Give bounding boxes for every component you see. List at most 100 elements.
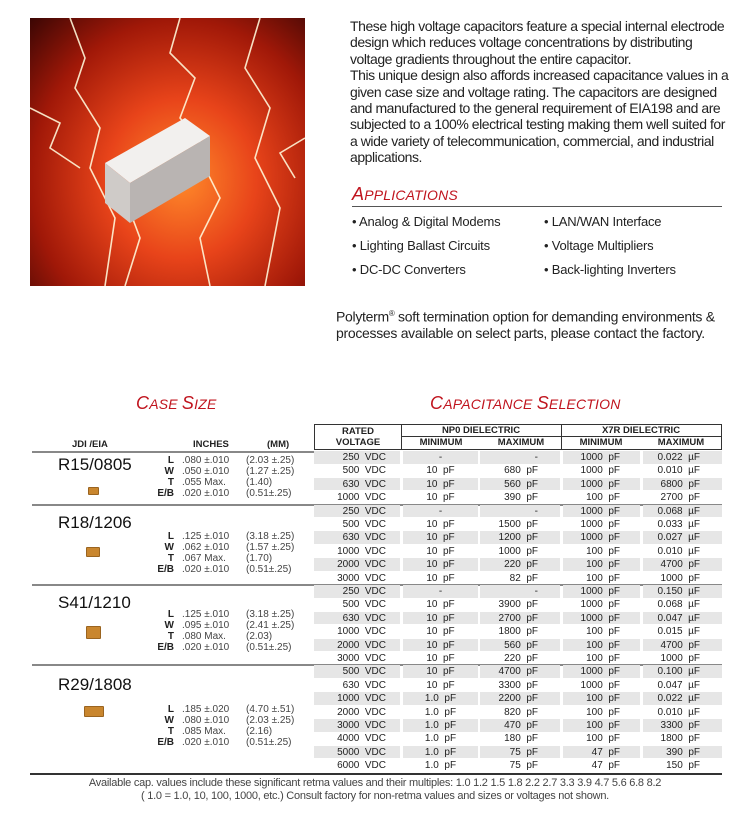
np0-min-cell: 10 pF [426,492,455,504]
table-row: 250 VDC - -1000 pF 0.022 µF [314,451,722,464]
np0-max-cell: 220 pF [480,558,560,571]
x7r-max-cell: 0.010 µF [657,545,700,557]
dimension-label: E/B [157,737,174,749]
np0-max-cell: 3300 pF [498,679,538,691]
dimension-row: L .185 ±.020 (4.70 ±.51) [150,704,294,716]
right-column: These high voltage capacitors feature a … [336,18,736,342]
chip-size-icon [86,626,101,639]
x7r-min-cell: 1000 pF [580,679,620,691]
dimension-mm: (2.03 ±.25) [246,455,295,466]
dimension-row: T .055 Max. (1.40) [150,477,272,488]
x7r-max-cell: 1000 pF [660,653,700,664]
intro-paragraph-2: This unique design also affords increase… [350,67,729,166]
dimension-row: T .080 Max. (2.03) [150,631,272,642]
rated-voltage-cell: 500 VDC [342,465,386,477]
x7r-max-cell: 0.027 µF [643,531,722,544]
dimension-inches: .055 Max. [182,477,226,488]
rated-voltage-cell: 250 VDC [314,585,400,598]
dimension-mm: (4.70 ±.51) [246,704,295,716]
dimension-row: W .062 ±.010 (1.57 ±.25) [150,542,295,553]
table-row: 630 VDC 10 pF 1200 pF 1000 pF 0.027 µF [314,531,722,544]
np0-max-cell: 4700 pF [480,665,560,678]
x7r-max-cell: 4700 pF [643,638,722,652]
dimension-label: T [167,726,174,738]
table-row: 6000 VDC 1.0 pF 75 pF 47 pF 150 pF [314,759,722,772]
group-divider [32,584,314,586]
dimension-inches: .185 ±.020 [182,704,230,716]
dimension-label: T [167,477,174,488]
dimension-inches: .050 ±.010 [182,466,230,477]
np0-max-cell: 180 pF [504,733,538,745]
table-row: 1000 VDC 10 pF 1800 pF 100 pF 0.015 µF [314,625,722,638]
x7r-min-cell: 1000 pF [563,451,640,464]
dimension-row: T .067 Max. (1.70) [150,552,272,564]
np0-min-cell: 10 pF [426,572,455,584]
x7r-max-cell: 0.047 µF [643,611,722,625]
dimension-row: E/B .020 ±.010 (0.51±.25) [150,642,291,653]
np0-min-cell: 10 pF [403,638,478,652]
x7r-min-cell: 1000 pF [563,477,640,491]
x7r-max-cell: 0.068 µF [643,504,722,518]
table-row: 3000 VDC 10 pF 82 pF 100 pF 1000 pF [314,572,722,585]
x7r-max-cell: 0.015 µF [657,626,700,638]
rated-voltage-cell: 250 VDC [314,451,400,464]
dimension-inches: .020 ±.010 [182,737,230,749]
table-row: 630 VDC 10 pF 560 pF 1000 pF 6800 pF [314,477,722,491]
np0-min-cell: 10 pF [426,653,455,664]
x7r-max-cell: 150 pF [666,760,700,772]
dimension-mm: (1.40) [246,477,273,488]
table-row: 500 VDC 10 pF 1500 pF 1000 pF 0.033 µF [314,518,722,531]
np0-max-cell: - [480,504,560,518]
heading-rest: PPLICATIONS [364,186,458,203]
x7r-max-cell: 0.033 µF [657,519,700,530]
x7r-max-cell: 3300 pF [643,719,722,732]
polyterm-note: Polyterm® soft termination option for de… [336,308,715,342]
np0-max-cell: 2700 pF [480,611,560,625]
dimension-mm: (0.51±.25) [246,563,292,575]
rated-voltage-cell: 500 VDC [342,599,386,611]
capacitor-lightning-photo [30,18,305,286]
intro-text: These high voltage capacitors feature a … [350,18,730,166]
table-row: 630 VDC 10 pF 2700 pF 1000 pF 0.047 µF [314,611,722,625]
dimension-row: L .125 ±.010 (3.18 ±.25) [150,530,294,542]
rated-voltage-cell: 500 VDC [342,519,386,530]
application-item: • Lighting Ballast Circuits [352,237,490,253]
case-size-name: R15/0805 [58,455,132,474]
np0-max-cell: 680 pF [504,465,538,477]
np0-min-cell: 10 pF [426,465,455,477]
table-row: 3000 VDC 10 pF 220 pF 100 pF 1000 pF [314,652,722,665]
rated-voltage-cell: 2000 VDC [314,558,400,571]
col-rated-voltage: RATED VOLTAGE [335,426,381,448]
case-size-name: S41/1210 [58,593,131,612]
dimension-label: T [167,631,174,642]
np0-min-cell: 10 pF [403,611,478,625]
dimension-label: T [167,552,174,564]
dimension-mm: (2.03 ±.25) [246,715,295,727]
np0-max-cell: 1000 pF [498,545,538,557]
lightning-image [30,18,305,286]
np0-min-cell: 10 pF [403,558,478,571]
dimension-label: L [167,530,174,542]
np0-min-cell: 10 pF [426,519,455,530]
footnote: Available cap. values include these sign… [0,777,750,803]
table-row: 1000 VDC 10 pF 1000 pF 100 pF 0.010 µF [314,545,722,558]
x7r-min-cell: 100 pF [563,638,640,652]
x7r-min-cell: 100 pF [586,545,620,557]
capacitance-selection-heading: CAPACITANCE SELECTION [430,393,621,413]
np0-min-cell: 10 pF [403,477,478,491]
np0-min-cell: 10 pF [426,679,455,691]
dimension-label: W [164,466,174,477]
applications-list: • Analog & Digital Modems • LAN/WAN Inte… [352,213,722,279]
np0-min-cell: 10 pF [426,545,455,557]
x7r-min-cell: 100 pF [586,733,620,745]
np0-min-cell: - [403,504,478,518]
rated-voltage-cell: 1000 VDC [314,692,400,705]
dimension-inches: .020 ±.010 [182,642,230,653]
x7r-max-cell: 0.022 µF [643,451,722,464]
rated-voltage-cell: 2000 VDC [314,638,400,652]
dimension-row: L .125 ±.010 (3.18 ±.25) [150,609,294,620]
case-size-header-rule [32,451,314,453]
table-row: 630 VDC 10 pF 3300 pF 1000 pF 0.047 µF [314,679,722,692]
dimension-inches: .125 ±.010 [182,609,230,620]
